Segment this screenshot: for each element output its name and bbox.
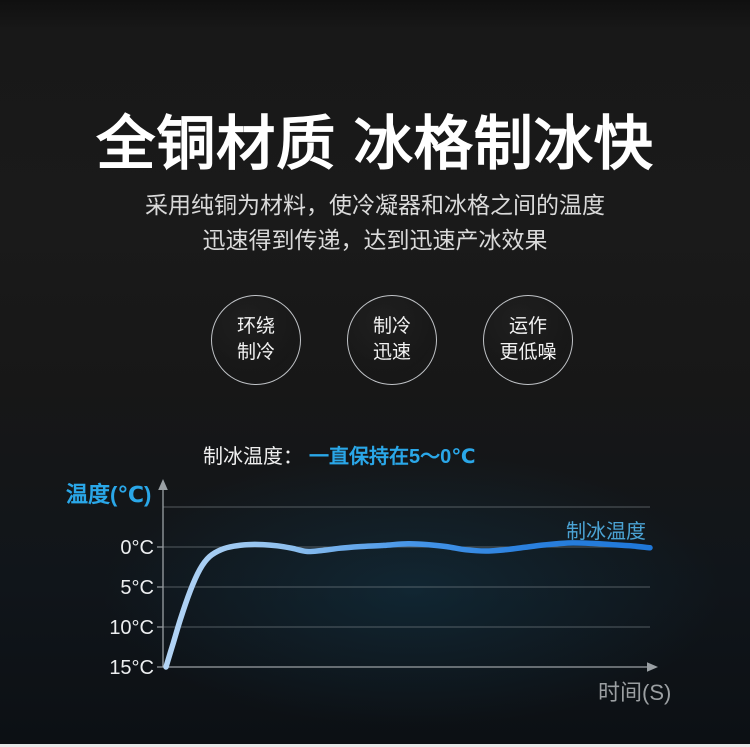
badge-low-noise: 运作 更低噪 [483,295,573,385]
chart-caption-value: 一直保持在5～0℃ [309,446,476,468]
svg-text:15°C: 15°C [109,657,154,679]
x-axis-title: 时间(S) [598,680,672,705]
badge-text-line: 制冷 [236,342,275,363]
page-title: 全铜材质 冰格制冰快 [96,111,654,177]
badge-text-line: 制冷 [372,316,411,337]
svg-text:0°C: 0°C [120,537,154,559]
chart-caption-label: 制冰温度： [203,446,303,468]
chart-axes [157,479,658,672]
series-legend-label: 制冰温度 [566,521,646,543]
y-axis-title: 温度(℃) [66,482,152,507]
subtitle-line-1: 采用纯铜为材料，使冷凝器和冰格之间的温度 [145,192,605,218]
badge-fast-cooling: 制冷 迅速 [347,295,437,385]
feature-badges: 环绕 制冷 制冷 迅速 运作 更低噪 [211,295,573,385]
badge-circulating-cooling: 环绕 制冷 [211,295,301,385]
svg-text:5°C: 5°C [120,577,154,599]
temperature-series-line [163,540,653,670]
chart-tick-labels: 0°C 5°C 10°C 15°C [109,537,154,679]
subtitle-line-2: 迅速得到传递，达到迅速产冰效果 [202,227,548,253]
badge-text-line: 迅速 [372,342,411,363]
badge-text-line: 更低噪 [499,342,557,363]
chart-caption: 制冰温度： 一直保持在5～0℃ [203,440,475,469]
next-section-edge [0,744,750,747]
badge-text-line: 运作 [508,316,547,337]
svg-text:10°C: 10°C [109,617,154,639]
badge-text-line: 环绕 [236,316,275,337]
